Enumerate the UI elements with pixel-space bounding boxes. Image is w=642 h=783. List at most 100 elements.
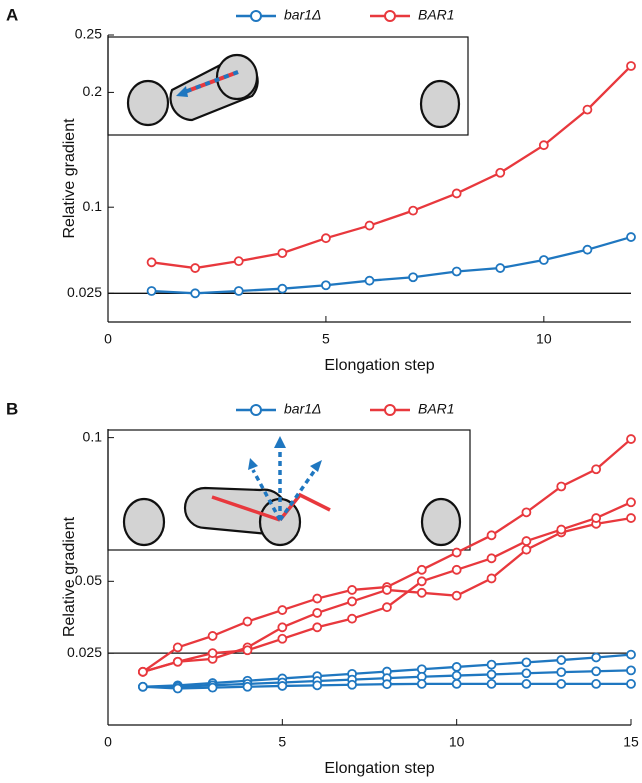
data-point [556, 481, 567, 492]
data-point [207, 682, 218, 693]
data-point [172, 656, 183, 667]
data-point [495, 263, 506, 273]
legend-label: BAR1 [418, 7, 455, 23]
data-point [233, 286, 244, 296]
data-point [582, 244, 593, 255]
data-point [347, 679, 357, 690]
data-point [451, 662, 462, 672]
data-point [626, 665, 636, 676]
series-line [151, 65, 632, 270]
data-point [626, 679, 636, 689]
x-axis-label: Elongation step [324, 760, 434, 777]
data-point [626, 513, 636, 523]
data-point [556, 524, 567, 535]
inset-a [107, 36, 469, 136]
data-point [486, 553, 497, 564]
data-point [626, 649, 636, 660]
data-point [364, 220, 375, 231]
data-point [521, 668, 532, 679]
data-point [416, 564, 427, 575]
data-point [321, 280, 331, 291]
data-point [207, 631, 218, 641]
data-point [277, 605, 288, 615]
data-point [408, 205, 418, 216]
data-point [277, 633, 288, 644]
data-point [277, 283, 288, 294]
data-point [146, 286, 157, 296]
data-point [190, 263, 201, 273]
data-point [626, 434, 636, 444]
data-point [382, 602, 392, 613]
data-point [451, 590, 462, 601]
data-point [495, 167, 506, 178]
data-point [486, 530, 497, 541]
data-point [556, 667, 567, 678]
x-tick-label: 5 [322, 331, 330, 347]
data-point [190, 288, 201, 299]
y-axis-label: Relative gradient [61, 516, 78, 637]
data-point [416, 576, 427, 587]
data-point [591, 679, 602, 689]
data-point [521, 507, 532, 518]
data-point [312, 593, 323, 604]
data-point [582, 104, 593, 115]
data-point [382, 679, 392, 690]
y-tick-label: 0.025 [67, 644, 102, 660]
data-point [556, 655, 567, 665]
data-point [382, 585, 392, 595]
data-point [242, 616, 253, 627]
y-tick-label: 0.05 [75, 572, 102, 588]
data-point [538, 140, 549, 151]
data-point [486, 679, 497, 689]
data-point [521, 536, 532, 546]
data-point [416, 587, 427, 598]
data-point [312, 622, 323, 633]
data-point [242, 681, 253, 692]
data-point [277, 681, 288, 691]
data-point [626, 232, 636, 242]
data-point [591, 513, 602, 523]
data-point [591, 666, 602, 677]
data-point [277, 248, 288, 259]
data-point [137, 681, 148, 692]
x-tick-label: 10 [449, 734, 465, 750]
legend-label: bar1Δ [284, 7, 321, 23]
panel-label: B [6, 399, 18, 418]
legend-marker [250, 404, 262, 416]
data-point [451, 266, 462, 277]
y-tick-label: 0.1 [83, 198, 103, 214]
x-axis-label: Elongation step [324, 357, 434, 374]
y-tick-label: 0.1 [83, 428, 103, 444]
data-point [347, 596, 357, 607]
data-point [626, 497, 636, 508]
data-point [242, 645, 253, 656]
data-point [521, 544, 532, 555]
panel-label: A [6, 5, 18, 24]
x-tick-label: 5 [278, 734, 286, 750]
data-point [137, 666, 148, 677]
y-tick-label: 0.25 [75, 26, 102, 42]
data-point [521, 657, 532, 668]
x-tick-label: 0 [104, 734, 112, 750]
data-point [233, 256, 244, 267]
data-point [451, 670, 462, 681]
data-point [591, 464, 602, 475]
data-point [312, 680, 323, 691]
data-point [172, 642, 183, 653]
data-point [451, 188, 462, 199]
data-point [538, 255, 549, 265]
data-point [486, 659, 497, 670]
data-point [347, 613, 357, 624]
legend-label: bar1Δ [284, 401, 321, 417]
legend-marker [250, 10, 262, 22]
y-axis-label: Relative gradient [61, 118, 78, 239]
x-tick-label: 15 [623, 734, 639, 750]
data-point [626, 61, 636, 71]
y-tick-label: 0.2 [83, 83, 103, 99]
series-line [151, 235, 632, 295]
data-point [347, 585, 357, 595]
data-point [277, 622, 288, 633]
data-point [451, 547, 462, 558]
data-point [591, 652, 602, 663]
